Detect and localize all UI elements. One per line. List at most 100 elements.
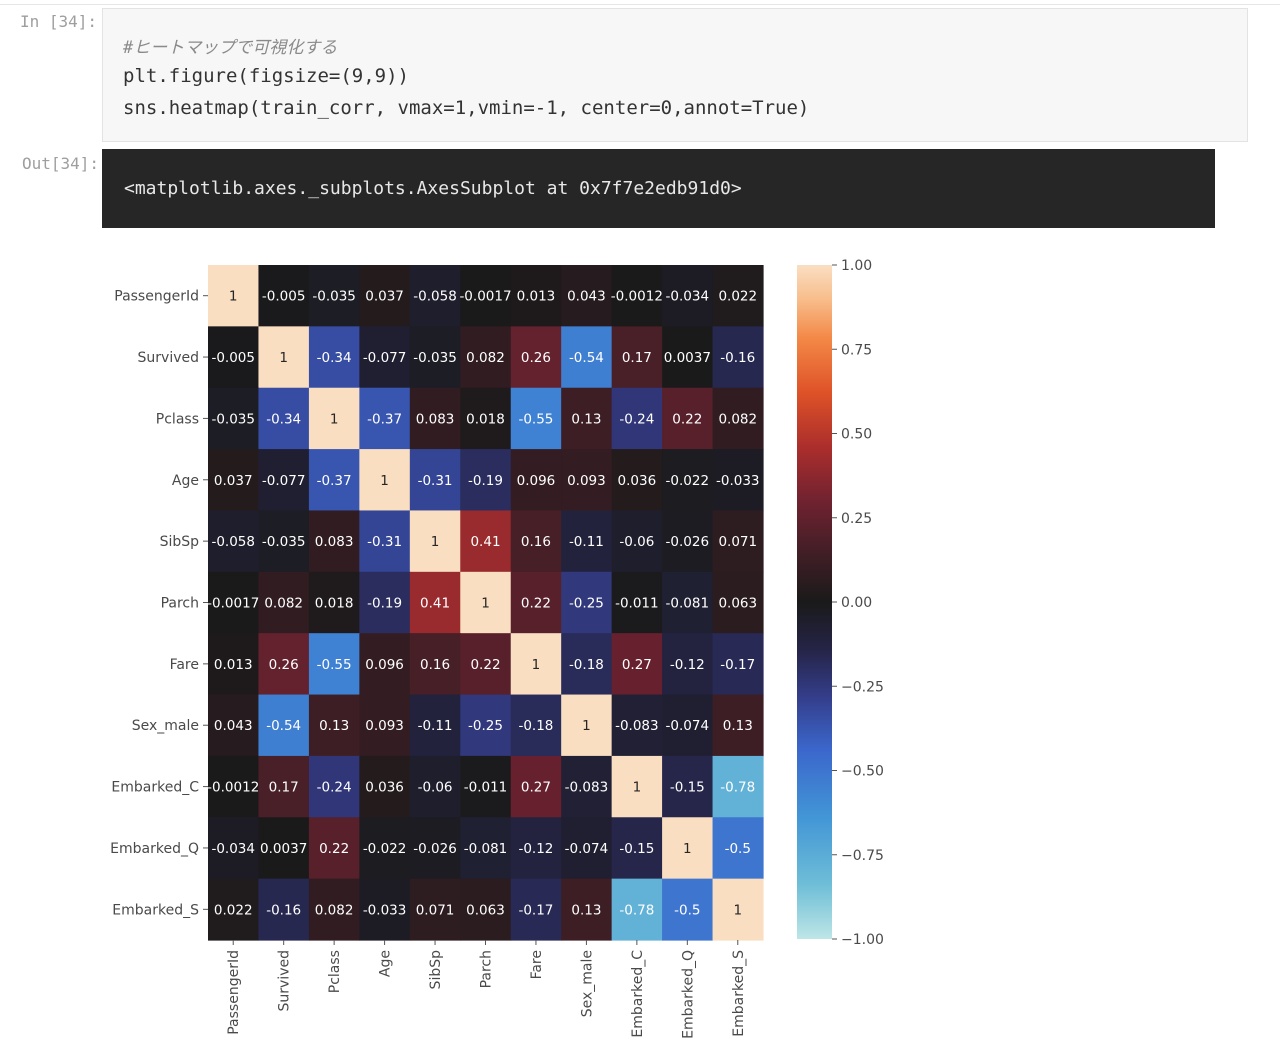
code-line-heatmap: sns.heatmap(train_corr, vmax=1,vmin=-1, … [123,97,810,119]
heatmap-cell [561,755,613,818]
heatmap-cell [712,817,764,880]
heatmap-cell [359,878,411,941]
cell-annotation: -0.78 [619,902,654,918]
cell-annotation: -0.34 [317,350,352,366]
cell-annotation: 0.036 [365,780,404,796]
heatmap-cell [611,755,663,818]
heatmap-cell [460,817,512,880]
heatmap-cell [662,449,714,512]
heatmap-cell [258,694,310,757]
heatmap-cell [409,817,461,880]
cell-annotation: -0.55 [317,657,352,673]
y-tick-label: Pclass [156,411,199,427]
cell-annotation: 0.082 [466,350,505,366]
cell-annotation: -0.15 [670,780,705,796]
code-cell[interactable]: #ヒートマップで可視化する plt.figure(figsize=(9,9)) … [102,8,1248,142]
heatmap-cell [561,817,613,880]
cell-annotation: 0.22 [319,841,349,857]
heatmap-cell [409,387,461,450]
cell-annotation: -0.0012 [611,289,663,305]
heatmap-cell [208,755,260,818]
heatmap-cell [712,633,764,696]
cell-annotation: -0.0012 [207,780,259,796]
heatmap-cell [561,571,613,634]
cell-annotation: -0.0017 [207,596,259,612]
cell-annotation: -0.022 [666,473,710,489]
cell-annotation: 0.063 [718,596,757,612]
cell-annotation: -0.083 [615,718,659,734]
cell-annotation: -0.12 [518,841,553,857]
cell-annotation: 1 [633,780,642,796]
output-prompt: Out[34]: [22,154,100,173]
cell-annotation: 1 [582,718,591,734]
cell-annotation: 0.071 [718,534,757,550]
cell-annotation: 0.096 [365,657,404,673]
colorbar-tick-label: 0.50 [841,427,872,443]
heatmap-cell [409,571,461,634]
colorbar-tick-label: −0.25 [841,679,884,695]
cell-annotation: 0.037 [214,473,253,489]
cell-annotation: 0.093 [365,718,404,734]
colorbar-tick-label: −0.50 [841,764,884,780]
heatmap-cell [662,265,714,327]
cell-annotation: 1 [431,534,440,550]
heatmap-cell [662,878,714,941]
cell-annotation: -0.011 [464,780,508,796]
cell-annotation: 0.096 [517,473,556,489]
heatmap-cell [308,387,360,450]
heatmap-cell [208,387,260,450]
heatmap-cell [662,510,714,573]
heatmap-cell [712,755,764,818]
cell-annotation: 0.17 [622,350,652,366]
heatmap-cell [258,387,310,450]
code-line-figure: plt.figure(figsize=(9,9)) [123,65,409,87]
heatmap-cell [308,449,360,512]
cell-annotation: -0.18 [518,718,553,734]
heatmap-cell [308,878,360,941]
heatmap-cell [308,694,360,757]
cell-annotation: 0.083 [416,411,455,427]
y-tick-label: Fare [170,657,199,673]
cell-annotation: 0.22 [470,657,500,673]
cell-annotation: -0.19 [468,473,503,489]
heatmap-cell [510,878,562,941]
cell-annotation: 0.043 [567,289,606,305]
heatmap-cell [460,633,512,696]
heatmap-cell [611,265,663,327]
x-tick-label: Embarked_S [731,950,747,1037]
cell-annotation: 0.082 [718,411,757,427]
cell-annotation: -0.5 [674,902,700,918]
y-tick-labels: PassengerId Survived Pclass Age SibSp Parch Fa… [110,289,208,918]
heatmap-cell [561,510,613,573]
heatmap-cell [359,571,411,634]
y-tick-label: Embarked_Q [110,841,199,857]
heatmap-cell [208,510,260,573]
heatmap-cell [662,387,714,450]
cell-annotation: -0.074 [666,718,710,734]
x-tick-label: Age [378,950,394,977]
cell-annotation: -0.25 [569,596,604,612]
cell-annotation: -0.033 [363,902,407,918]
cell-annotation: 0.043 [214,718,253,734]
cell-annotation: -0.78 [720,780,755,796]
cell-annotation: -0.077 [363,350,407,366]
heatmap-cell [359,755,411,818]
heatmap-cell [611,387,663,450]
y-tick-label: SibSp [160,534,200,550]
heatmap-cell [510,633,562,696]
cell-annotation: -0.026 [666,534,710,550]
cell-annotation: 0.022 [718,289,757,305]
output-cell: <matplotlib.axes._subplots.AxesSubplot a… [102,149,1215,228]
cell-annotation: 0.26 [269,657,299,673]
heatmap-cell [359,817,411,880]
cell-annotation: -0.034 [211,841,255,857]
x-tick-label: PassengerId [226,950,242,1035]
cell-annotation: 0.27 [622,657,652,673]
heatmap-cell [561,694,613,757]
y-tick-label: Age [172,473,199,489]
heatmap-cell [460,755,512,818]
cell-annotation: -0.083 [565,780,609,796]
heatmap-cell [510,387,562,450]
heatmap-cell [460,326,512,389]
heatmap-cell [308,326,360,389]
